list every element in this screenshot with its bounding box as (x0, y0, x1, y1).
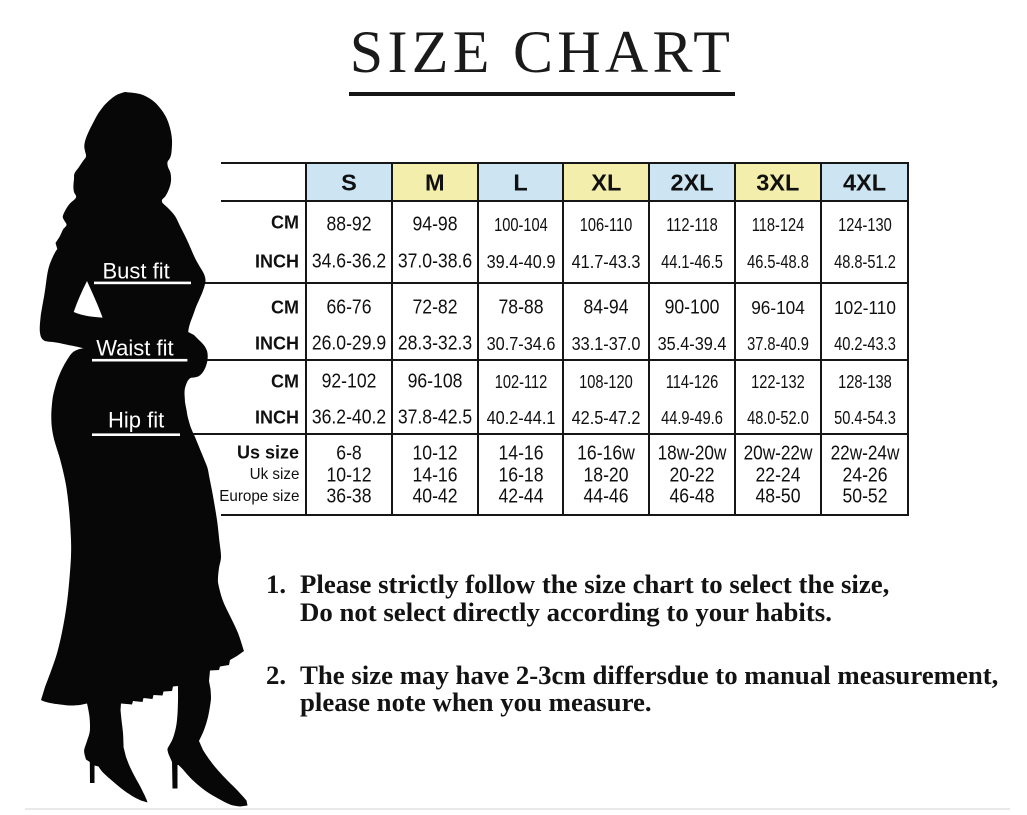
svg-text:Waist fit: Waist fit (96, 335, 173, 360)
svg-text:Bust fit: Bust fit (103, 259, 170, 284)
svg-text:Hip fit: Hip fit (108, 407, 164, 432)
